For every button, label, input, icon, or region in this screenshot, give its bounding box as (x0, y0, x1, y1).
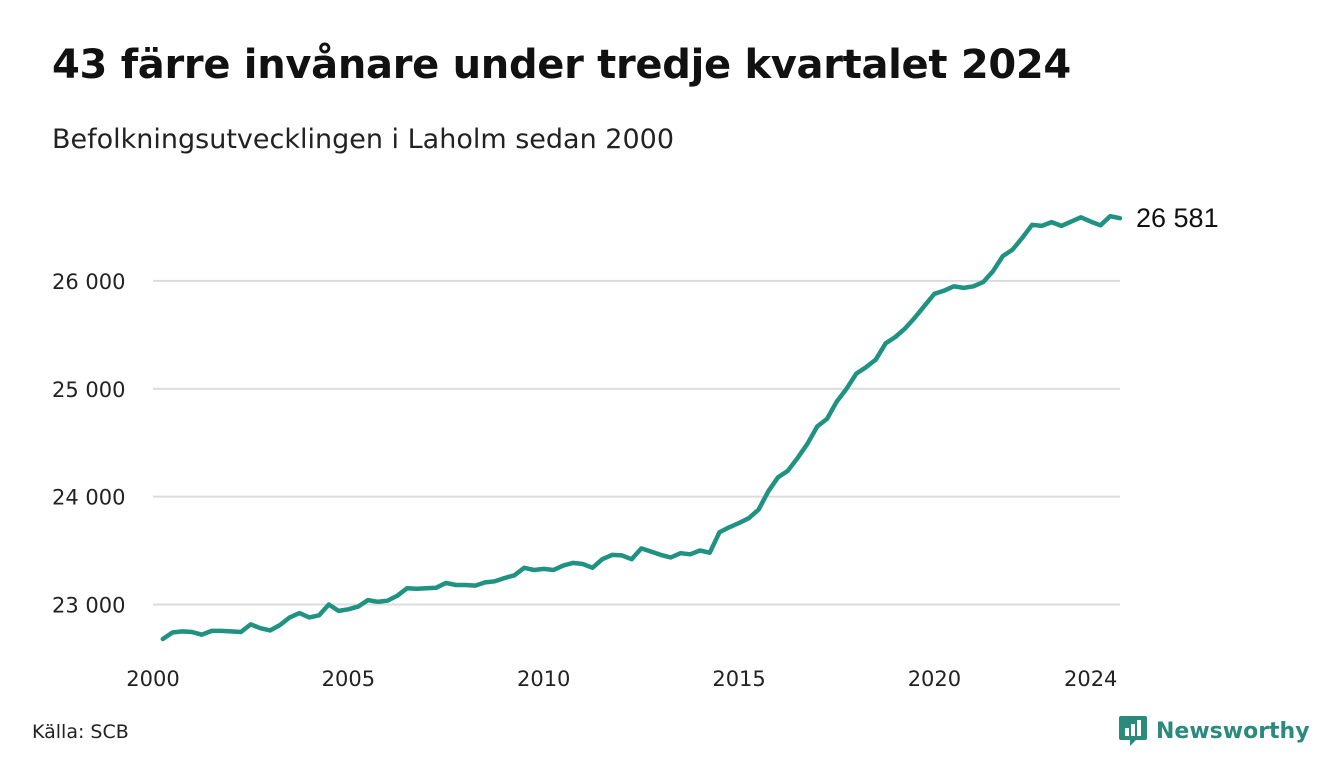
y-axis-tick-labels: 23 000 24 000 25 000 26 000 (52, 270, 125, 618)
bar-chart-speech-bubble-icon (1119, 716, 1147, 746)
brand-name: Newsworthy (1156, 718, 1310, 744)
x-tick-label: 2015 (712, 667, 765, 691)
source-note: Källa: SCB (32, 721, 129, 743)
x-tick-label: 2010 (517, 667, 570, 691)
y-tick-label: 23 000 (52, 593, 125, 617)
y-tick-label: 26 000 (52, 270, 125, 294)
x-tick-label: 2024 (1064, 667, 1117, 691)
x-axis-tick-labels: 2000 2005 2010 2015 2020 2024 (126, 667, 1117, 691)
y-tick-label: 24 000 (52, 486, 125, 510)
brand-logo: Newsworthy (1118, 714, 1310, 748)
chart-subtitle: Befolkningsutvecklingen i Laholm sedan 2… (52, 124, 675, 155)
gridlines (153, 279, 1120, 606)
y-tick-label: 25 000 (52, 378, 125, 402)
x-tick-label: 2000 (126, 667, 179, 691)
population-series-line (160, 213, 1123, 642)
x-tick-label: 2020 (908, 667, 961, 691)
chart-title: 43 färre invånare under tredje kvartalet… (52, 42, 1071, 88)
end-value-label: 26 581 (1136, 203, 1219, 233)
x-tick-label: 2005 (322, 667, 375, 691)
population-line-chart: 23 000 24 000 25 000 26 000 2000 2005 2010 201… (52, 203, 1219, 691)
